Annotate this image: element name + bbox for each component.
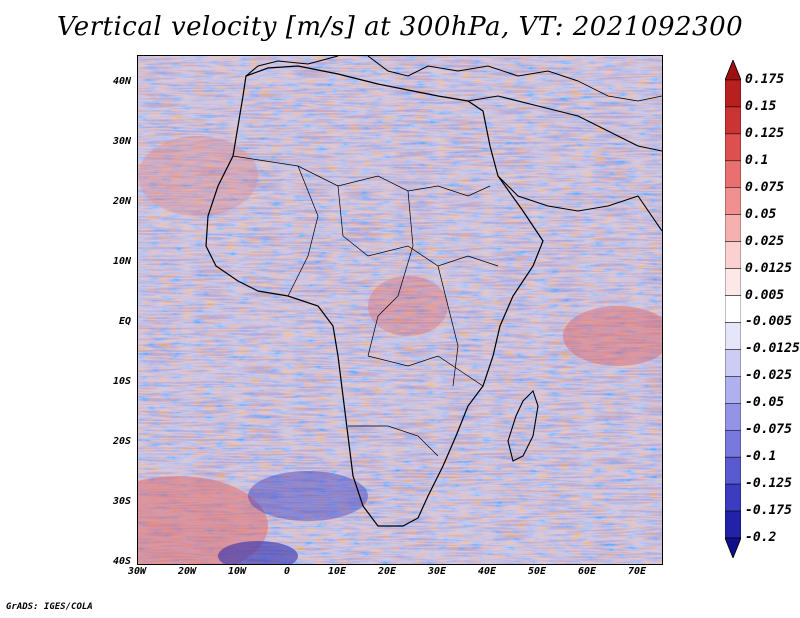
colorbar-swatch — [725, 295, 741, 323]
colorbar-swatch — [725, 187, 741, 215]
country-border — [577, 80, 662, 102]
longitude-label: 20E — [377, 566, 397, 577]
latitude-label: 10S — [112, 376, 131, 387]
latitude-label: 40S — [112, 556, 131, 567]
colorbar — [725, 60, 741, 558]
colorbar-swatch — [725, 483, 741, 512]
colorbar-swatch — [725, 429, 741, 458]
colorbar-tick-label: 0.05 — [745, 206, 777, 222]
latitude-label: EQ — [118, 316, 131, 327]
colorbar-tick-label: 0.075 — [745, 179, 785, 195]
country-border — [287, 165, 319, 297]
arabia-coastline — [497, 175, 662, 232]
colorbar-max-arrow — [725, 60, 741, 81]
latitude-label: 40N — [112, 76, 131, 87]
colorbar-tick-label: -0.125 — [745, 476, 792, 492]
colorbar-tick-label: -0.005 — [745, 314, 792, 330]
country-border — [232, 155, 491, 197]
colorbar-tick-label: 0.175 — [745, 72, 785, 87]
colorbar-tick-label: -0.05 — [745, 395, 785, 411]
middle-east-coastline — [467, 95, 662, 152]
colorbar-tick-label: 0.15 — [745, 98, 777, 114]
ascent-region-south-atlantic — [138, 476, 268, 564]
footer-credit: GrADS: IGES/COLA — [6, 602, 93, 612]
colorbar-swatch — [725, 106, 741, 135]
descent-region-south-africa — [248, 471, 368, 521]
longitude-label: 70E — [627, 566, 647, 577]
latitude-label: 10N — [112, 256, 131, 267]
colorbar-tick-label: 0.1 — [745, 152, 769, 168]
velocity-streaks — [138, 56, 662, 564]
colorbar-tick-label: 0.005 — [745, 287, 785, 303]
colorbar-swatch — [725, 268, 741, 296]
latitude-label: 20S — [112, 436, 131, 447]
country-border — [437, 265, 459, 387]
longitude-label: 20W — [177, 566, 197, 577]
page-title: Vertical velocity [m/s] at 300hPa, VT: 2… — [56, 12, 744, 42]
longitude-label: 0 — [283, 566, 291, 577]
colorbar-tick-label: -0.2 — [745, 530, 777, 545]
colorbar-swatch — [725, 133, 741, 162]
colorbar-swatch — [725, 456, 741, 485]
colorbar-swatch — [725, 349, 741, 377]
longitude-label: 10W — [227, 566, 247, 577]
colorbar-tick-label: 0.125 — [745, 125, 785, 141]
longitude-label: 60E — [577, 566, 597, 577]
ascent-region-indian-ocean — [563, 306, 662, 366]
colorbar-swatch — [725, 241, 741, 269]
colorbar-swatch — [725, 403, 741, 431]
descent-region-south-atlantic — [218, 541, 298, 564]
colorbar-swatch — [725, 160, 741, 189]
mediterranean-north-coast — [367, 56, 579, 82]
madagascar-outline — [507, 389, 539, 462]
colorbar-min-arrow — [725, 537, 741, 558]
colorbar-swatch — [725, 376, 741, 404]
longitude-label: 40E — [477, 566, 497, 577]
longitude-label: 30W — [127, 566, 147, 577]
colorbar-tick-label: -0.0125 — [745, 341, 800, 357]
map-panel — [137, 55, 663, 565]
longitude-label: 50E — [527, 566, 547, 577]
colorbar-tick-label: -0.025 — [745, 368, 792, 384]
colorbar-swatch — [725, 79, 741, 108]
ascent-region-north-atlantic — [138, 136, 258, 216]
colorbar-tick-label: 0.0125 — [745, 260, 792, 276]
longitude-label: 30E — [427, 566, 447, 577]
latitude-label: 30S — [112, 496, 131, 507]
country-border — [367, 190, 414, 357]
country-border — [367, 355, 484, 387]
longitude-label: 10E — [327, 566, 347, 577]
latitude-label: 20N — [112, 196, 131, 207]
ascent-region-central-africa — [368, 276, 448, 336]
colorbar-swatch — [725, 214, 741, 242]
country-border — [348, 425, 439, 457]
colorbar-tick-label: -0.175 — [745, 503, 792, 519]
colorbar-tick-label: -0.075 — [745, 422, 792, 438]
colorbar-tick-label: 0.025 — [745, 233, 785, 249]
colorbar-swatch — [725, 322, 741, 350]
colorbar-swatch — [725, 510, 741, 539]
colorbar-tick-label: -0.1 — [745, 449, 777, 465]
iberia-coastline — [245, 56, 339, 77]
country-border — [337, 185, 499, 267]
latitude-label: 30N — [112, 136, 131, 147]
